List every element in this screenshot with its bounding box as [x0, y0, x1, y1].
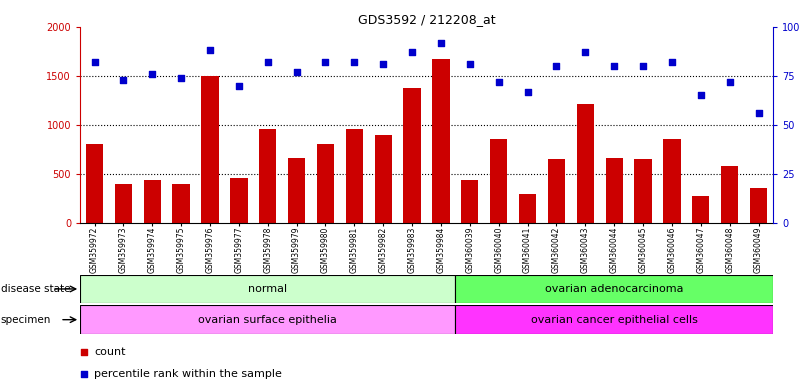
- Bar: [548, 159, 566, 223]
- Text: specimen: specimen: [1, 314, 51, 325]
- Bar: [433, 59, 449, 223]
- Text: normal: normal: [248, 284, 288, 294]
- Bar: [663, 139, 681, 223]
- Point: [376, 61, 389, 67]
- Text: disease state: disease state: [1, 284, 70, 294]
- Bar: [519, 194, 536, 223]
- Bar: [721, 166, 739, 223]
- Bar: [606, 158, 623, 223]
- Point: [550, 63, 563, 69]
- Bar: [490, 139, 507, 223]
- Point: [88, 59, 101, 65]
- Point: [579, 49, 592, 55]
- Point: [319, 59, 332, 65]
- Bar: [404, 88, 421, 223]
- Point: [279, 33, 292, 39]
- Bar: [201, 76, 219, 223]
- Bar: [172, 184, 190, 223]
- Bar: [317, 144, 334, 223]
- Bar: [288, 158, 305, 223]
- Bar: [750, 189, 767, 223]
- Point: [146, 71, 159, 77]
- Bar: [115, 184, 132, 223]
- Point: [279, 233, 292, 239]
- Point: [752, 110, 765, 116]
- Bar: [461, 180, 478, 223]
- Bar: [230, 178, 248, 223]
- Point: [203, 47, 216, 53]
- Bar: [634, 159, 652, 223]
- Bar: [375, 135, 392, 223]
- Text: ovarian surface epithelia: ovarian surface epithelia: [199, 314, 337, 325]
- Bar: [456, 275, 773, 303]
- Bar: [80, 305, 456, 334]
- Point: [723, 79, 736, 85]
- Bar: [577, 104, 594, 223]
- Bar: [80, 275, 456, 303]
- Bar: [346, 129, 363, 223]
- Point: [608, 63, 621, 69]
- Bar: [143, 180, 161, 223]
- Point: [521, 88, 534, 94]
- Point: [261, 59, 274, 65]
- Text: GDS3592 / 212208_at: GDS3592 / 212208_at: [358, 13, 495, 26]
- Bar: [456, 305, 773, 334]
- Text: ovarian adenocarcinoma: ovarian adenocarcinoma: [545, 284, 683, 294]
- Point: [694, 92, 707, 98]
- Point: [405, 49, 418, 55]
- Bar: [86, 144, 103, 223]
- Text: count: count: [94, 347, 126, 357]
- Text: ovarian cancer epithelial cells: ovarian cancer epithelial cells: [531, 314, 698, 325]
- Point: [232, 83, 245, 89]
- Text: percentile rank within the sample: percentile rank within the sample: [94, 369, 282, 379]
- Point: [290, 69, 303, 75]
- Bar: [692, 196, 710, 223]
- Point: [493, 79, 505, 85]
- Bar: [259, 129, 276, 223]
- Point: [348, 59, 360, 65]
- Point: [666, 59, 678, 65]
- Point: [435, 40, 448, 46]
- Point: [464, 61, 477, 67]
- Point: [117, 77, 130, 83]
- Point: [175, 75, 187, 81]
- Point: [637, 63, 650, 69]
